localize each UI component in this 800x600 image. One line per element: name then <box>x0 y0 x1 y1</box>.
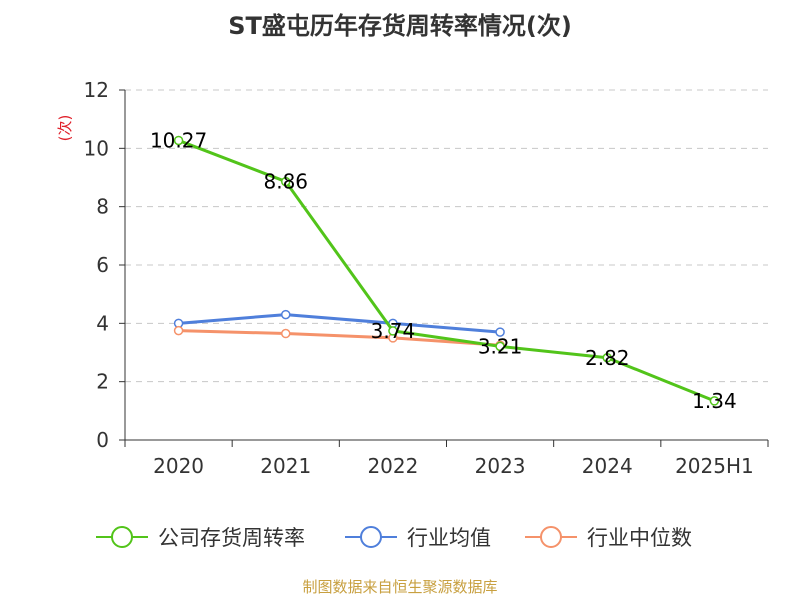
data-point <box>281 309 291 320</box>
legend-marker <box>540 526 562 548</box>
legend-marker <box>111 526 133 548</box>
data-label: 8.86 <box>263 170 308 194</box>
source-note: 制图数据来自恒生聚源数据库 <box>302 578 498 596</box>
y-tick-label: 4 <box>96 311 109 335</box>
x-tick-label: 2023 <box>475 454 526 478</box>
data-point <box>602 353 612 363</box>
series-line-2 <box>178 329 501 347</box>
data-point <box>173 135 184 146</box>
series-line-1 <box>178 313 501 334</box>
chart-title: ST盛屯历年存货周转率情况(次) <box>228 12 572 40</box>
y-tick-label: 8 <box>96 195 109 219</box>
data-point <box>388 326 398 336</box>
data-label: 3.21 <box>478 334 523 358</box>
data-point <box>281 328 291 339</box>
data-point <box>173 325 184 336</box>
data-label: 1.34 <box>692 389 737 413</box>
x-tick-label: 2022 <box>367 454 418 478</box>
y-tick-label: 6 <box>96 253 109 277</box>
x-tick-label: 2025H1 <box>675 454 754 478</box>
x-tick-label: 2020 <box>153 454 204 478</box>
legend-label: 公司存货周转率 <box>158 526 305 550</box>
y-tick-label: 0 <box>96 428 109 452</box>
y-tick-label: 2 <box>96 370 109 394</box>
y-axis-label: (次) <box>56 115 74 142</box>
data-point <box>709 396 720 406</box>
legend-label: 行业均值 <box>407 526 491 550</box>
legend-label: 行业中位数 <box>587 526 692 550</box>
data-point <box>281 176 291 187</box>
legend-marker <box>360 526 382 548</box>
series-line-0 <box>178 139 715 403</box>
y-tick-label: 12 <box>84 78 109 102</box>
y-tick-label: 10 <box>84 136 109 160</box>
data-point <box>495 327 505 337</box>
x-tick-label: 2021 <box>260 454 311 478</box>
data-label: 3.74 <box>371 319 416 343</box>
data-label: 10.27 <box>150 128 207 152</box>
data-point <box>495 341 505 352</box>
data-label: 2.82 <box>585 346 630 370</box>
x-tick-label: 2024 <box>582 454 633 478</box>
